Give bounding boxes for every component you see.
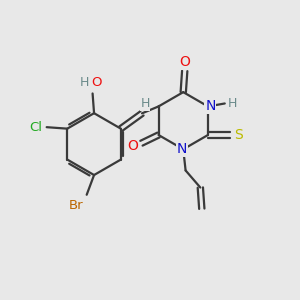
Text: N: N — [177, 142, 187, 156]
Text: H: H — [140, 98, 150, 110]
Text: O: O — [127, 139, 138, 153]
Text: Cl: Cl — [29, 121, 42, 134]
Text: Br: Br — [69, 199, 84, 212]
Text: S: S — [235, 128, 243, 142]
Text: N: N — [205, 99, 215, 113]
Text: O: O — [179, 55, 190, 69]
Text: H: H — [80, 76, 89, 89]
Text: O: O — [91, 76, 101, 89]
Text: H: H — [228, 97, 237, 110]
